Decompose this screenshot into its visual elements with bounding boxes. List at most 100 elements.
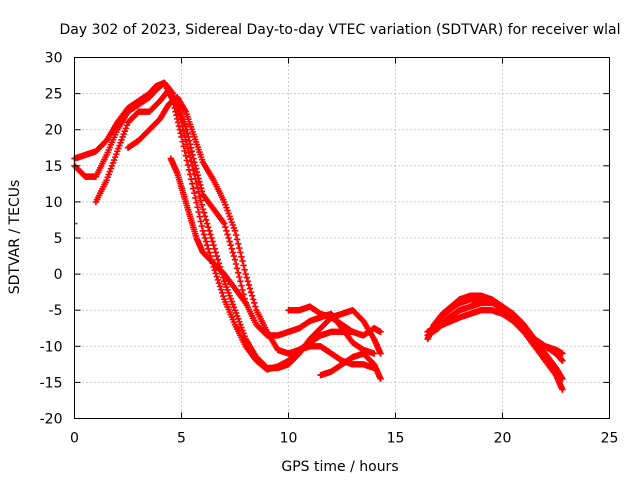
data-point bbox=[233, 265, 241, 272]
data-point bbox=[218, 289, 226, 297]
data-point bbox=[209, 238, 216, 245]
data-point bbox=[186, 171, 194, 178]
data-point bbox=[191, 162, 199, 169]
data-point bbox=[237, 249, 244, 256]
data-point bbox=[231, 256, 239, 263]
data-point bbox=[188, 148, 195, 155]
data-point bbox=[236, 273, 243, 281]
data-point bbox=[214, 276, 222, 284]
data-point bbox=[252, 303, 259, 310]
data-point bbox=[251, 299, 258, 307]
data-point bbox=[201, 234, 209, 242]
data-point bbox=[187, 175, 195, 183]
data-point bbox=[178, 133, 185, 141]
data-point bbox=[197, 218, 204, 225]
y-tick-label: -5 bbox=[49, 303, 63, 319]
data-point bbox=[246, 285, 254, 292]
data-point bbox=[190, 155, 197, 162]
data-point bbox=[206, 249, 213, 256]
data-point bbox=[200, 209, 208, 216]
data-point bbox=[174, 119, 182, 126]
data-point bbox=[196, 213, 203, 220]
data-point bbox=[174, 115, 181, 123]
data-point bbox=[231, 227, 239, 234]
data-point bbox=[223, 227, 230, 234]
y-tick-label: 10 bbox=[45, 195, 63, 211]
y-tick-label: 0 bbox=[54, 267, 63, 283]
data-point bbox=[230, 252, 238, 260]
data-point bbox=[187, 144, 195, 151]
data-point bbox=[241, 266, 248, 273]
data-points bbox=[71, 79, 566, 393]
data-point bbox=[182, 152, 189, 159]
data-point bbox=[203, 220, 211, 227]
data-point bbox=[191, 190, 198, 197]
data-point bbox=[186, 140, 194, 148]
data-point bbox=[176, 126, 183, 133]
data-point bbox=[227, 242, 234, 249]
x-tick-label: 15 bbox=[387, 431, 405, 447]
y-tick-label: 20 bbox=[45, 123, 63, 139]
data-point bbox=[232, 260, 240, 268]
data-point bbox=[198, 201, 206, 208]
data-point bbox=[177, 130, 184, 137]
x-axis-title: GPS time / hours bbox=[281, 459, 398, 475]
data-point bbox=[202, 238, 210, 245]
y-tick-label: 15 bbox=[45, 159, 63, 175]
data-point bbox=[199, 227, 207, 234]
data-point bbox=[242, 270, 249, 278]
data-point bbox=[198, 188, 206, 195]
x-tick-label: 0 bbox=[70, 431, 79, 447]
data-point bbox=[377, 350, 384, 357]
data-point bbox=[249, 296, 257, 303]
data-point bbox=[184, 130, 191, 137]
chart-title: Day 302 of 2023, Sidereal Day-to-day VTE… bbox=[59, 22, 620, 38]
data-point bbox=[377, 375, 384, 382]
data-point bbox=[243, 274, 250, 281]
data-point bbox=[186, 137, 193, 144]
x-tick-label: 5 bbox=[177, 431, 186, 447]
data-point bbox=[189, 151, 196, 159]
data-point bbox=[198, 222, 206, 230]
data-point bbox=[238, 253, 245, 260]
data-point bbox=[191, 158, 198, 166]
data-point bbox=[238, 282, 245, 289]
data-point bbox=[229, 249, 237, 256]
data-point bbox=[183, 157, 191, 164]
data-point bbox=[217, 286, 225, 293]
data-point bbox=[248, 292, 256, 299]
data-point bbox=[239, 286, 246, 294]
data-point bbox=[220, 292, 227, 300]
data-point bbox=[235, 240, 242, 247]
data-point bbox=[212, 270, 219, 277]
data-point bbox=[239, 257, 246, 265]
data-point bbox=[232, 231, 240, 239]
x-tick-label: 20 bbox=[494, 431, 512, 447]
data-point bbox=[190, 185, 197, 192]
data-point bbox=[225, 234, 232, 242]
data-point bbox=[205, 223, 212, 231]
data-point bbox=[193, 168, 201, 176]
y-tick-label: -15 bbox=[40, 375, 63, 391]
data-point bbox=[197, 197, 204, 204]
data-point bbox=[189, 180, 196, 188]
y-tick-label: -10 bbox=[40, 339, 63, 355]
data-point bbox=[194, 171, 201, 179]
data-point bbox=[559, 386, 566, 393]
data-point bbox=[202, 216, 210, 224]
data-point bbox=[200, 231, 208, 238]
data-point bbox=[184, 161, 192, 169]
data-point bbox=[193, 199, 200, 206]
data-point bbox=[208, 234, 215, 242]
data-point bbox=[180, 143, 187, 150]
data-point bbox=[175, 122, 183, 130]
y-tick-label: 25 bbox=[45, 87, 63, 103]
x-tick-label: 10 bbox=[280, 431, 298, 447]
data-point bbox=[207, 231, 214, 238]
data-point bbox=[559, 350, 566, 357]
data-point bbox=[216, 283, 224, 290]
data-point bbox=[201, 213, 209, 220]
data-point bbox=[192, 165, 200, 172]
data-point bbox=[185, 133, 192, 141]
data-point bbox=[244, 278, 252, 285]
